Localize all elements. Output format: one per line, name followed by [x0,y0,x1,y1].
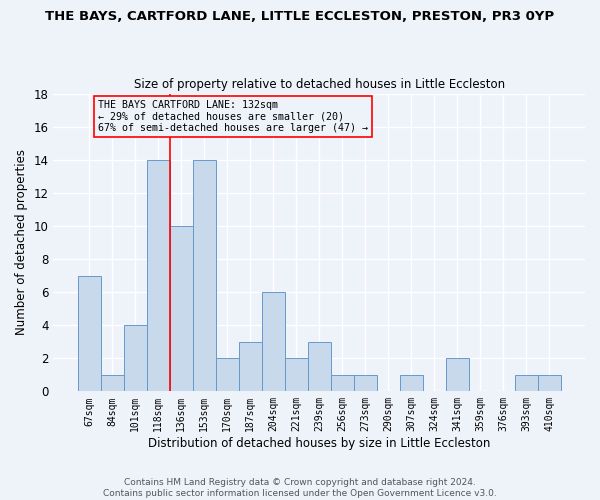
Bar [239,342,262,392]
Text: THE BAYS CARTFORD LANE: 132sqm
← 29% of detached houses are smaller (20)
67% of : THE BAYS CARTFORD LANE: 132sqm ← 29% of … [98,100,368,134]
Bar [538,375,561,392]
Bar [262,292,284,392]
Bar [170,226,193,392]
Bar [101,375,124,392]
X-axis label: Distribution of detached houses by size in Little Eccleston: Distribution of detached houses by size … [148,437,490,450]
Bar [284,358,308,392]
Bar [124,325,146,392]
Bar [446,358,469,392]
Bar [146,160,170,392]
Text: THE BAYS, CARTFORD LANE, LITTLE ECCLESTON, PRESTON, PR3 0YP: THE BAYS, CARTFORD LANE, LITTLE ECCLESTO… [46,10,554,23]
Y-axis label: Number of detached properties: Number of detached properties [15,150,28,336]
Bar [331,375,354,392]
Bar [400,375,423,392]
Title: Size of property relative to detached houses in Little Eccleston: Size of property relative to detached ho… [134,78,505,91]
Bar [215,358,239,392]
Text: Contains HM Land Registry data © Crown copyright and database right 2024.
Contai: Contains HM Land Registry data © Crown c… [103,478,497,498]
Bar [515,375,538,392]
Bar [308,342,331,392]
Bar [193,160,215,392]
Bar [354,375,377,392]
Bar [77,276,101,392]
